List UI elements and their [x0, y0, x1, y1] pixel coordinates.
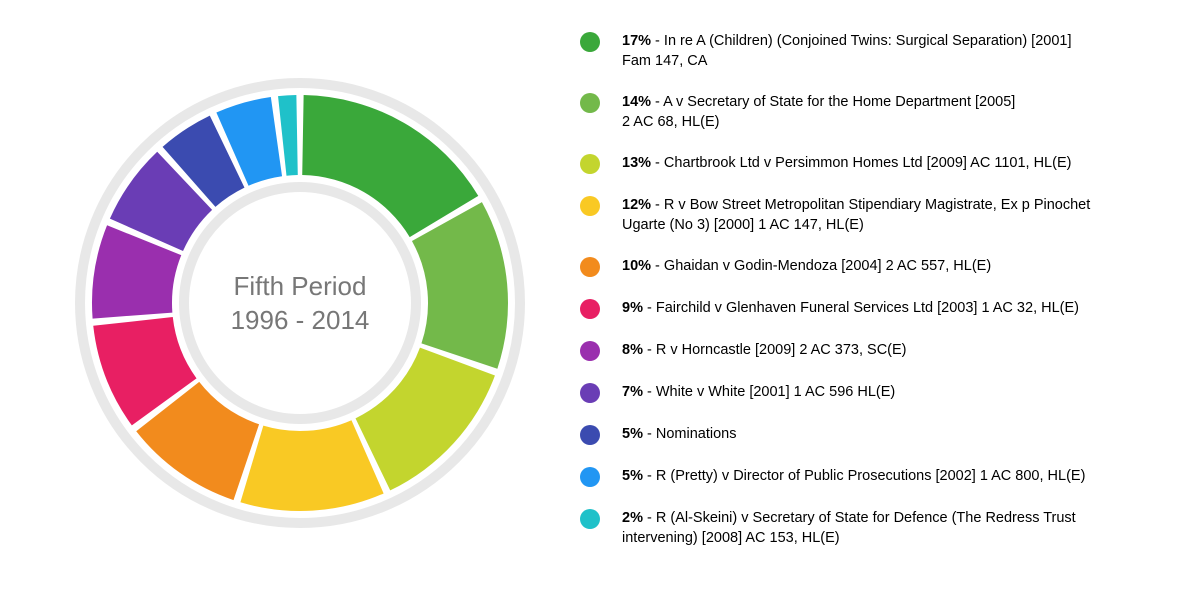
legend-label-line1: Fairchild v Glenhaven Funeral Services L… [656, 300, 1079, 316]
legend-text: 7% - White v White [2001] 1 AC 596 HL(E) [622, 383, 895, 403]
legend-item-10: 2% - R (Al-Skeini) v Secretary of State … [580, 509, 1161, 548]
legend-text: 2% - R (Al-Skeini) v Secretary of State … [622, 509, 1076, 548]
legend-swatch [580, 154, 600, 174]
legend-label-line1: Chartbrook Ltd v Persimmon Homes Ltd [20… [664, 155, 1072, 171]
legend-text: 5% - R (Pretty) v Director of Public Pro… [622, 467, 1085, 487]
legend-text: 8% - R v Horncastle [2009] 2 AC 373, SC(… [622, 341, 907, 361]
legend-item-9: 5% - R (Pretty) v Director of Public Pro… [580, 467, 1161, 487]
legend-text: 12% - R v Bow Street Metropolitan Stipen… [622, 196, 1090, 235]
legend-text: 13% - Chartbrook Ltd v Persimmon Homes L… [622, 154, 1071, 174]
legend-swatch [580, 299, 600, 319]
legend-swatch [580, 32, 600, 52]
legend-label-line1: R (Al-Skeini) v Secretary of State for D… [656, 510, 1076, 526]
legend-label-line1: R v Horncastle [2009] 2 AC 373, SC(E) [656, 342, 907, 358]
legend-percent: 14% [622, 94, 651, 110]
legend-text: 9% - Fairchild v Glenhaven Funeral Servi… [622, 299, 1079, 319]
donut-slice-0 [302, 95, 478, 237]
donut-slice-10 [278, 95, 298, 176]
legend-text: 5% - Nominations [622, 425, 736, 445]
legend-label-line1: R (Pretty) v Director of Public Prosecut… [656, 468, 1086, 484]
legend-percent: 5% [622, 468, 643, 484]
donut-chart: Fifth Period 1996 - 2014 [50, 53, 550, 553]
legend-percent: 2% [622, 510, 643, 526]
legend-swatch [580, 383, 600, 403]
legend-swatch [580, 93, 600, 113]
donut-column: Fifth Period 1996 - 2014 [40, 20, 560, 585]
legend-label-line2: Ugarte (No 3) [2000] 1 AC 147, HL(E) [622, 217, 864, 233]
legend-swatch [580, 257, 600, 277]
donut-slice-3 [240, 420, 383, 511]
chart-container: Fifth Period 1996 - 2014 17% - In re A (C… [0, 0, 1181, 605]
legend-swatch [580, 341, 600, 361]
legend-item-2: 13% - Chartbrook Ltd v Persimmon Homes L… [580, 154, 1161, 174]
legend-percent: 9% [622, 300, 643, 316]
legend-swatch [580, 196, 600, 216]
legend: 17% - In re A (Children) (Conjoined Twin… [560, 20, 1161, 571]
legend-swatch [580, 467, 600, 487]
legend-text: 14% - A v Secretary of State for the Hom… [622, 93, 1015, 132]
legend-percent: 12% [622, 197, 651, 213]
legend-percent: 10% [622, 258, 651, 274]
legend-item-6: 8% - R v Horncastle [2009] 2 AC 373, SC(… [580, 341, 1161, 361]
donut-title-line1: Fifth Period [234, 271, 367, 301]
legend-label-line1: A v Secretary of State for the Home Depa… [663, 94, 1015, 110]
legend-percent: 13% [622, 155, 651, 171]
legend-percent: 8% [622, 342, 643, 358]
legend-text: 17% - In re A (Children) (Conjoined Twin… [622, 32, 1072, 71]
legend-label-line1: White v White [2001] 1 AC 596 HL(E) [656, 384, 895, 400]
legend-item-5: 9% - Fairchild v Glenhaven Funeral Servi… [580, 299, 1161, 319]
donut-slice-2 [356, 347, 495, 490]
legend-percent: 7% [622, 384, 643, 400]
legend-label-line2: intervening) [2008] AC 153, HL(E) [622, 530, 840, 546]
legend-swatch [580, 509, 600, 529]
donut-title-line2: 1996 - 2014 [231, 305, 370, 335]
legend-label-line2: 2 AC 68, HL(E) [622, 114, 720, 130]
legend-label-line1: Ghaidan v Godin-Mendoza [2004] 2 AC 557,… [664, 258, 991, 274]
legend-item-4: 10% - Ghaidan v Godin-Mendoza [2004] 2 A… [580, 257, 1161, 277]
legend-item-0: 17% - In re A (Children) (Conjoined Twin… [580, 32, 1161, 71]
legend-percent: 17% [622, 33, 651, 49]
legend-label-line1: Nominations [656, 426, 737, 442]
legend-label-line1: In re A (Children) (Conjoined Twins: Sur… [664, 33, 1072, 49]
legend-item-7: 7% - White v White [2001] 1 AC 596 HL(E) [580, 383, 1161, 403]
legend-percent: 5% [622, 426, 643, 442]
donut-inner-track [184, 187, 416, 419]
legend-text: 10% - Ghaidan v Godin-Mendoza [2004] 2 A… [622, 257, 991, 277]
donut-slice-1 [412, 202, 508, 369]
legend-item-3: 12% - R v Bow Street Metropolitan Stipen… [580, 196, 1161, 235]
legend-label-line1: R v Bow Street Metropolitan Stipendiary … [664, 197, 1090, 213]
legend-item-8: 5% - Nominations [580, 425, 1161, 445]
legend-swatch [580, 425, 600, 445]
legend-label-line2: Fam 147, CA [622, 53, 707, 69]
legend-item-1: 14% - A v Secretary of State for the Hom… [580, 93, 1161, 132]
